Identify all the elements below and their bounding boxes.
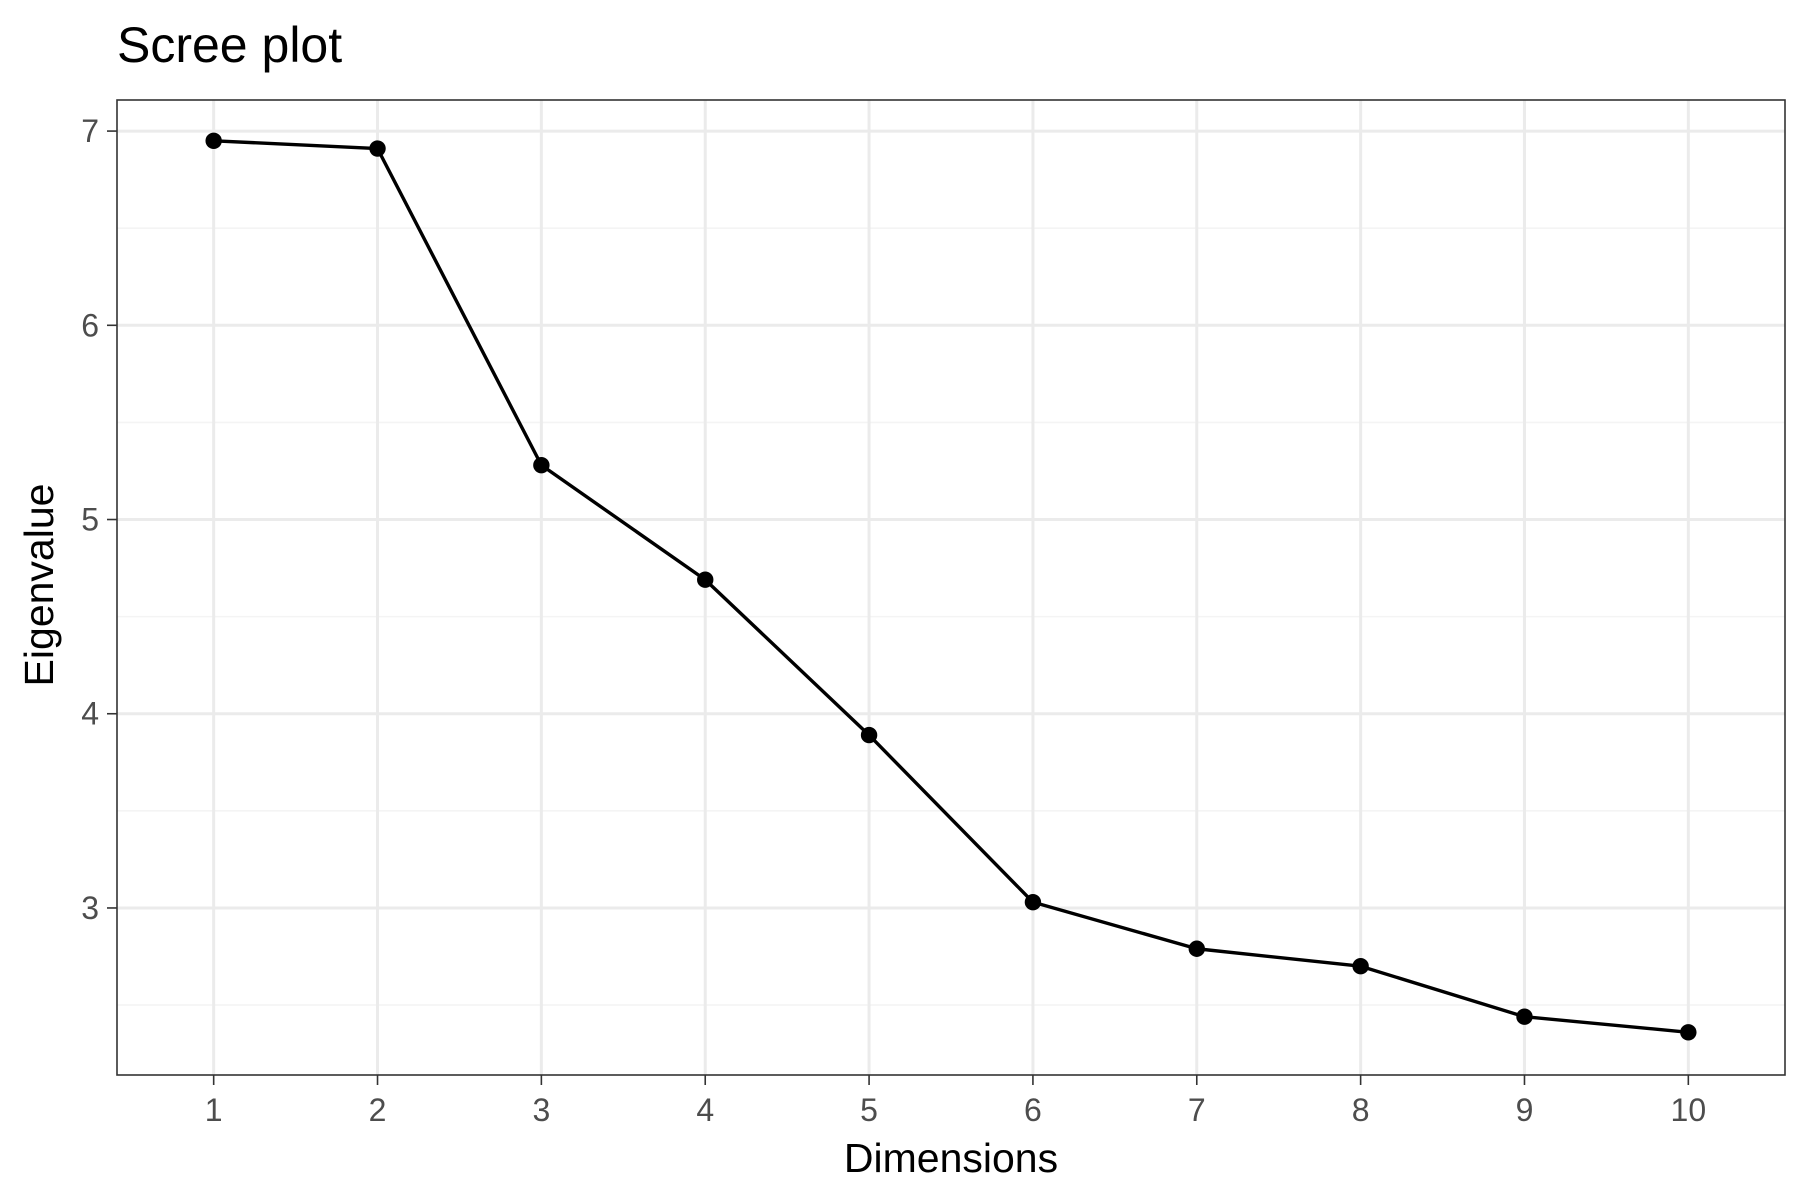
- data-point: [1188, 940, 1205, 957]
- series-line: [213, 139, 1689, 1034]
- data-point: [533, 456, 550, 474]
- data-point: [1680, 1024, 1697, 1041]
- y-tick-label: 4: [81, 696, 99, 732]
- data-point: [697, 571, 714, 588]
- data-point: [1516, 1008, 1533, 1025]
- chart-title: Scree plot: [117, 17, 342, 73]
- y-axis-title: Eigenvalue: [16, 484, 62, 687]
- major-gridlines: [117, 100, 1785, 1075]
- y-tick-label: 3: [81, 890, 99, 926]
- x-tick-label: 1: [205, 1092, 223, 1128]
- x-tick-label: 2: [369, 1092, 387, 1128]
- x-tick-label: 5: [860, 1092, 878, 1128]
- data-points: [205, 132, 1697, 1041]
- minor-gridlines: [117, 227, 1785, 1006]
- data-point: [1024, 893, 1042, 911]
- panel-border: [116, 99, 1786, 1076]
- data-point: [1352, 958, 1369, 975]
- data-point: [860, 726, 878, 744]
- x-tick-label: 7: [1188, 1092, 1206, 1128]
- x-tick-label: 4: [696, 1092, 714, 1128]
- x-tick-label: 3: [532, 1092, 550, 1128]
- data-point: [205, 132, 222, 149]
- x-tick-label: 8: [1352, 1092, 1370, 1128]
- y-tick-label: 5: [81, 502, 99, 538]
- y-tick-label: 6: [81, 307, 99, 343]
- y-tick-label: 7: [81, 113, 99, 149]
- x-axis-title: Dimensions: [844, 1135, 1058, 1181]
- x-axis-ticks: 1 2 3 4 5 6 7 8 9 10: [205, 1075, 1706, 1128]
- x-tick-label: 10: [1671, 1092, 1707, 1128]
- y-axis-ticks: 3 4 5 6 7: [81, 113, 117, 926]
- x-tick-label: 9: [1516, 1092, 1534, 1128]
- x-tick-label: 6: [1024, 1092, 1042, 1128]
- data-point: [369, 140, 386, 157]
